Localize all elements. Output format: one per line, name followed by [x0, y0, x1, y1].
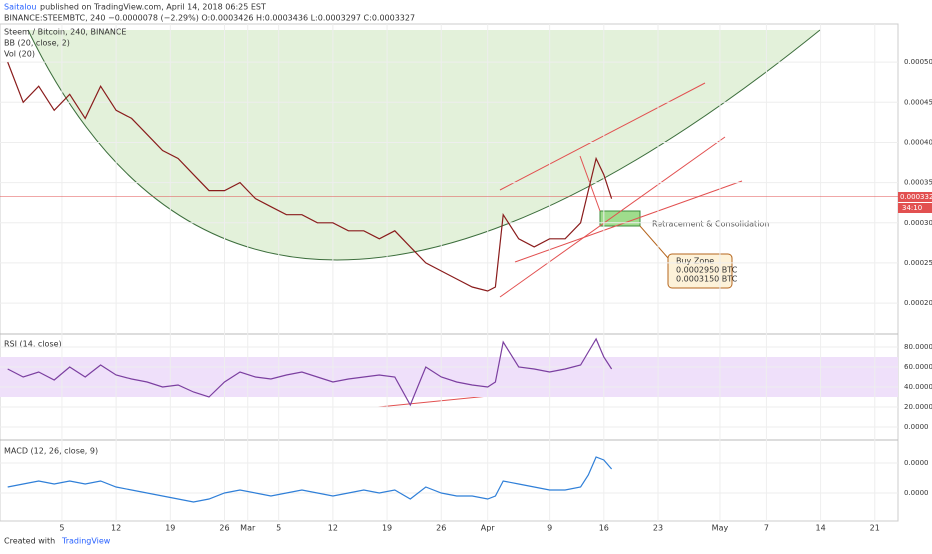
y-tick-label: 60.0000 — [904, 363, 932, 371]
plot-frame — [0, 23, 899, 522]
y-tick-label: 0.0000 — [904, 489, 929, 497]
indicator: BB (20, close, 2) — [4, 39, 70, 48]
x-tick-label: 12 — [111, 524, 121, 533]
x-tick-label: Mar — [240, 524, 256, 533]
trend-line — [514, 180, 743, 263]
y-tick-label: 0.0002000 — [904, 299, 932, 307]
x-tick-label: 12 — [328, 524, 338, 533]
y-tick-label: 0.0005000 — [904, 58, 932, 66]
y-tick-label: 0.0003000 — [904, 219, 932, 227]
cup-fill — [28, 30, 820, 260]
footer-brand[interactable]: TradingView — [61, 537, 111, 546]
y-tick-label: 0.0000 — [904, 423, 929, 431]
y-tick-label: 0.0004500 — [904, 98, 932, 106]
series-line — [7, 456, 613, 503]
zone-low: 0.0002950 BTC — [676, 266, 738, 275]
trend-line — [499, 136, 726, 298]
symbol-line: BINANCE:STEEMBTC, 240 −0.0000078 (−2.29%… — [4, 14, 415, 23]
x-tick-label: 14 — [815, 524, 825, 533]
price-tag — [898, 192, 932, 202]
indicator: Vol (20) — [4, 50, 35, 59]
zone-high: 0.0003150 BTC — [676, 275, 738, 284]
y-tick-label: 40.0000 — [904, 383, 932, 391]
published: published on TradingView.com, April 14, … — [40, 3, 266, 12]
cup-curve — [27, 29, 821, 261]
macd-title: MACD (12, 26, close, 9) — [4, 447, 98, 456]
x-tick-label: 26 — [219, 524, 229, 533]
x-tick-label: 16 — [599, 524, 609, 533]
countdown-tag — [898, 203, 932, 213]
y-tick-label: 0.0004000 — [904, 138, 932, 146]
y-tick-label: 0.0003500 — [904, 179, 932, 187]
trend-line — [499, 82, 706, 191]
countdown: 34:10 — [902, 204, 922, 212]
series-line — [7, 61, 613, 292]
buy-zone-box — [599, 210, 641, 227]
x-tick-label: 7 — [764, 524, 769, 533]
callout-pointer — [639, 225, 669, 259]
x-tick-label: 21 — [870, 524, 880, 533]
x-tick-label: 26 — [436, 524, 446, 533]
x-tick-label: 5 — [59, 524, 64, 533]
series-line — [7, 337, 613, 407]
y-tick-label: 0.0002500 — [904, 259, 932, 267]
last-price-label: 0.0003327 — [900, 193, 932, 201]
y-tick-label: 0.0000 — [904, 459, 929, 467]
rsi-title: RSI (14, close) — [4, 340, 62, 349]
rsi-band — [0, 357, 898, 397]
y-tick-label: 20.0000 — [904, 403, 932, 411]
author[interactable]: Saitalou — [4, 3, 36, 12]
x-tick-label: 19 — [165, 524, 175, 533]
footer-text: Created with — [4, 537, 55, 546]
pattern-label: Retracement & Consolidation — [652, 220, 769, 229]
x-tick-label: 19 — [382, 524, 392, 533]
x-tick-label: 9 — [547, 524, 552, 533]
zone-title: Buy Zone — [676, 257, 714, 266]
main-title: Steem / Bitcoin, 240, BINANCE — [4, 28, 126, 37]
x-tick-label: 23 — [653, 524, 663, 533]
x-tick-label: May — [712, 524, 729, 533]
y-tick-label: 80.0000 — [904, 343, 932, 351]
x-tick-label: Apr — [481, 524, 496, 533]
x-tick-label: 5 — [276, 524, 281, 533]
